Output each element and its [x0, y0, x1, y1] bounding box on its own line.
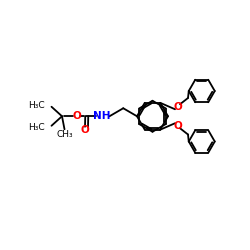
- Text: H₃C: H₃C: [28, 101, 44, 110]
- Text: CH₃: CH₃: [56, 130, 73, 139]
- Text: H₃C: H₃C: [28, 122, 44, 132]
- Text: O: O: [80, 125, 90, 135]
- Text: NH: NH: [93, 111, 110, 121]
- Text: O: O: [72, 111, 81, 121]
- Text: O: O: [173, 121, 182, 131]
- Text: O: O: [173, 102, 182, 112]
